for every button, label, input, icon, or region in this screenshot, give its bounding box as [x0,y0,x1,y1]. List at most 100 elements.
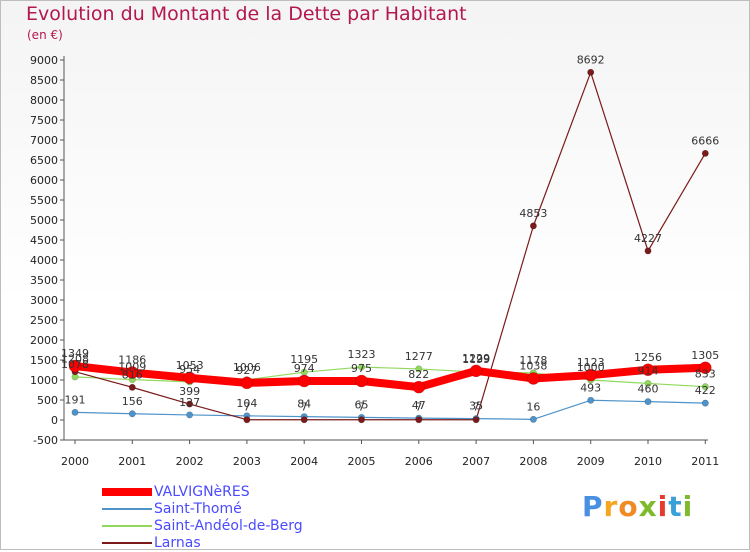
data-label-larnas: 399 [179,385,200,398]
data-label-saint-thome-: 65 [355,398,369,411]
data-point-valvigne-res [183,371,196,385]
legend-label: Saint-Andéol-de-Berg [154,518,303,534]
legend-swatch-valvignres [102,488,152,496]
data-point-saint-thome- [587,396,595,404]
y-tick-label: 7000 [30,134,58,147]
x-tick-label: 2000 [61,455,89,468]
data-point-saint-ande-ol-de-berg [415,365,423,373]
logo-letter: P [582,490,604,523]
data-label-larnas: 1208 [61,353,89,366]
y-tick-label: 7500 [30,114,58,127]
data-point-valvigne-res [68,359,82,373]
data-point-saint-ande-ol-de-berg [701,383,709,391]
data-point-saint-thome- [644,398,652,406]
data-label-valvigne-res: 1186 [118,354,146,367]
x-tick-label: 2009 [577,455,605,468]
data-label-valvigne-res: 1123 [577,356,605,369]
data-point-larnas [587,68,595,76]
x-tick-label: 2007 [462,455,490,468]
data-point-valvigne-res [584,368,598,382]
data-point-valvigne-res [240,376,254,390]
chart-title: Evolution du Montant de la Dette par Hab… [26,3,467,25]
data-point-larnas [300,416,308,424]
x-tick-label: 2005 [348,455,376,468]
data-point-valvigne-res [126,366,139,379]
y-tick-label: 5000 [30,214,58,227]
data-label-larnas: 816 [122,368,143,381]
x-tick-label: 2001 [118,455,146,468]
y-tick-label: 1000 [30,374,58,387]
axes: -500 0 500 1000 1500 2000 2500 3000 3500 4000 4500… [30,54,719,468]
y-tick-label: 5500 [30,194,58,207]
data-label-valvigne-res: 975 [351,362,372,375]
data-label-larnas: 7 [358,401,365,414]
x-tick-label: 2002 [176,455,204,468]
data-point-valvigne-res [469,364,483,378]
data-point-saint-thome- [529,415,537,423]
data-label-saint-thome-: 84 [297,398,311,411]
data-label-saint-ande-ol-de-berg: 1195 [290,353,318,366]
data-label-saint-ande-ol-de-berg: 954 [179,363,200,376]
data-point-larnas [529,222,537,230]
data-point-saint-thome- [128,410,136,418]
y-tick-label: 2500 [30,314,58,327]
x-tick-label: 2011 [691,455,719,468]
data-point-saint-ande-ol-de-berg [357,363,365,371]
legend-swatch-larnas [102,542,152,544]
data-label-valvigne-res: 1256 [634,351,662,364]
data-label-saint-thome-: 16 [526,400,540,413]
x-tick-label: 2008 [519,455,547,468]
y-tick-label: 8500 [30,74,58,87]
data-point-larnas [243,416,251,424]
y-tick-label: 6500 [30,154,58,167]
y-tick-label: 500 [37,394,58,407]
data-label-saint-thome-: 493 [580,381,601,394]
data-label-saint-ande-ol-de-berg: 1178 [519,354,547,367]
x-tick-label: 2003 [233,455,261,468]
proxiti-logo: Proxiti [582,490,693,523]
series-line-saint-thome- [74,399,706,420]
data-point-valvigne-res [355,374,368,388]
data-points [68,68,712,424]
data-label-valvigne-res: 1305 [691,349,719,362]
x-tick-label: 2010 [634,455,662,468]
data-label-valvigne-res: 1349 [61,347,89,360]
data-label-saint-thome-: 47 [412,399,426,412]
y-tick-label: 3000 [30,294,58,307]
logo-letter: o [618,490,639,523]
legend-label: Larnas [154,535,201,551]
data-label-saint-ande-ol-de-berg: 914 [638,364,659,377]
data-point-valvigne-res [412,380,426,394]
x-tick-label: 2006 [405,455,433,468]
data-point-larnas [701,149,709,157]
y-tick-label: 4500 [30,234,58,247]
data-label-larnas: 4853 [519,207,547,220]
data-label-saint-thome-: 460 [638,383,659,396]
data-label-saint-ande-ol-de-berg: 1323 [348,348,376,361]
data-label-larnas: 8692 [577,53,605,66]
data-label-larnas: 7 [301,401,308,414]
data-label-saint-ande-ol-de-berg: 1006 [233,361,261,374]
data-label-saint-thome-: 127 [179,396,200,409]
data-label-saint-ande-ol-de-berg: 1199 [462,353,490,366]
data-point-saint-ande-ol-de-berg [644,379,652,387]
data-point-larnas [357,416,365,424]
y-tick-label: 4000 [30,254,58,267]
logo-letter: x [638,490,658,523]
data-label-saint-ande-ol-de-berg: 1000 [577,361,605,374]
data-point-larnas [186,400,194,408]
data-label-valvigne-res: 1053 [176,359,204,372]
data-label-saint-thome-: 104 [236,397,257,410]
series-line-valvigne-res [74,362,706,392]
logo-letter: i [657,490,669,523]
data-label-saint-thome-: 422 [695,384,716,397]
series-lines [74,71,706,421]
series-line-saint-ande-ol-de-berg [74,366,706,388]
data-label-saint-ande-ol-de-berg: 1078 [61,358,89,371]
data-label-saint-ande-ol-de-berg: 1009 [118,361,146,374]
data-point-valvigne-res [641,363,655,377]
legend-label: Saint-Thomé [154,501,242,517]
data-labels: 191 156 127 104 84 65 47 35 16 493 460 422 1078 1009 9… [61,53,719,413]
